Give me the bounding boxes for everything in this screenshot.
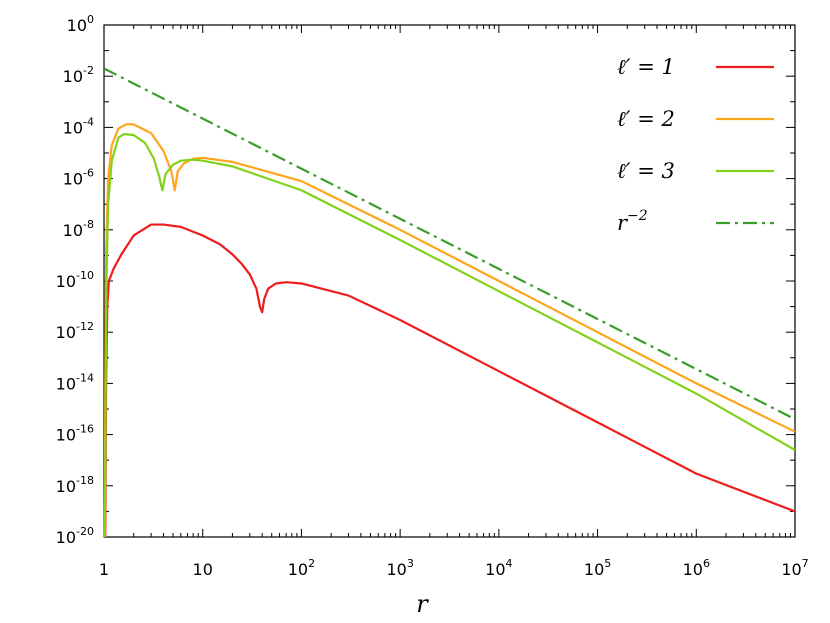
x-tick-label: 103: [386, 557, 413, 579]
axis-ticks: [103, 24, 796, 538]
x-axis-label: r: [416, 590, 429, 618]
x-tick-label: 104: [485, 557, 512, 579]
series-line-1: [104, 223, 796, 538]
y-tick-label: 10-4: [63, 115, 94, 137]
legend: ℓ′ = 1 ℓ′ = 2 ℓ′ = 3 r−2: [617, 55, 774, 235]
y-tick-label: 10-16: [56, 423, 94, 445]
legend-label-4: r−2: [617, 208, 648, 235]
y-tick-labels: 100 10-2 10-4 10-6 10-8 10-10 10-12 10-14 10-16 1…: [56, 13, 94, 547]
y-tick-label: 10-10: [56, 269, 94, 291]
plot-series: [103, 67, 796, 538]
y-tick-label: 10-6: [63, 167, 94, 189]
legend-label-3: ℓ′ = 3: [617, 159, 675, 183]
series-line-4: [103, 67, 796, 421]
x-tick-label: 1: [99, 560, 109, 579]
y-tick-label: 10-12: [56, 320, 94, 342]
y-tick-label: 10-14: [56, 371, 94, 393]
y-tick-label: 10-18: [56, 474, 94, 496]
y-tick-label: 100: [67, 13, 94, 35]
x-tick-label: 102: [288, 557, 315, 579]
plot-frame: [103, 24, 796, 538]
x-tick-label: 10: [193, 560, 213, 579]
x-tick-labels: 1 10 102 103 104 105 106 107: [99, 557, 809, 579]
x-tick-label: 105: [584, 557, 611, 579]
series-line-3: [103, 132, 796, 538]
y-tick-label: 10-2: [63, 64, 94, 86]
series-line-2: [103, 122, 796, 538]
legend-label-2: ℓ′ = 2: [617, 107, 675, 131]
x-tick-label: 106: [683, 557, 710, 579]
legend-label-1: ℓ′ = 1: [617, 55, 675, 79]
y-tick-label: 10-20: [56, 525, 94, 547]
x-tick-label: 107: [781, 557, 808, 579]
y-tick-label: 10-8: [63, 218, 94, 240]
